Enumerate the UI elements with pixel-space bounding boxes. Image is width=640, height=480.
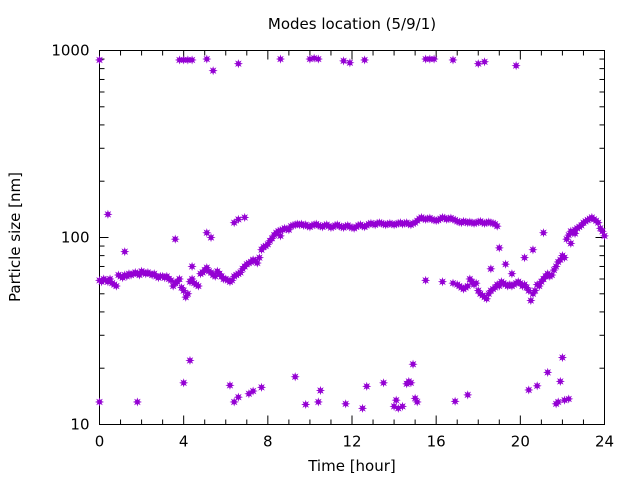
data-point — [507, 269, 517, 279]
x-tick-label: 0 — [95, 433, 105, 451]
data-point — [471, 278, 481, 288]
data-point — [555, 376, 565, 386]
data-point — [229, 397, 239, 407]
x-tick-label: 12 — [342, 433, 361, 451]
data-point — [313, 397, 323, 407]
data-point — [179, 378, 189, 388]
data-point — [357, 403, 368, 413]
data-point — [557, 352, 568, 363]
data-point — [501, 259, 511, 269]
data-point — [313, 54, 323, 64]
data-point — [233, 59, 243, 69]
x-tick-label: 8 — [263, 433, 273, 451]
data-point — [599, 231, 610, 241]
data-point — [408, 359, 418, 369]
data-point — [559, 253, 570, 263]
data-point — [94, 55, 105, 65]
data-point — [233, 214, 243, 224]
data-point — [94, 397, 105, 407]
data-point — [341, 399, 351, 409]
y-axis-label: Particle size [nm] — [6, 172, 24, 302]
data-point — [256, 382, 267, 392]
x-axis-label: Time [hour] — [307, 457, 396, 475]
data-point — [511, 61, 521, 71]
x-tick-label: 4 — [179, 433, 189, 451]
data-point — [202, 228, 212, 238]
y-tick-label: 1000 — [51, 42, 89, 60]
data-point — [202, 54, 212, 64]
data-point — [170, 234, 180, 244]
data-point — [437, 277, 448, 287]
data-point — [494, 243, 504, 253]
x-tick-label: 24 — [595, 433, 614, 451]
data-point — [233, 392, 243, 402]
data-point — [360, 55, 370, 65]
data-point — [566, 238, 576, 248]
y-tick-label: 100 — [61, 229, 90, 247]
data-point — [570, 228, 580, 239]
data-point — [254, 253, 265, 263]
data-point — [543, 367, 553, 377]
data-point — [206, 232, 216, 243]
data-point — [378, 378, 389, 388]
data-point — [406, 378, 416, 388]
data-point — [345, 58, 355, 68]
data-point — [338, 56, 349, 66]
data-point — [301, 399, 311, 410]
data-point — [248, 386, 258, 396]
data-point — [429, 54, 439, 64]
data-point — [564, 394, 574, 404]
data-point — [248, 256, 258, 266]
data-points — [94, 53, 610, 413]
data-point — [362, 381, 372, 391]
data-point — [111, 281, 121, 291]
data-point — [519, 253, 530, 263]
data-point — [208, 66, 218, 76]
data-point — [315, 385, 326, 396]
data-point — [524, 286, 534, 296]
data-point — [532, 381, 542, 391]
data-point — [193, 281, 203, 291]
data-point — [187, 55, 197, 65]
data-point — [479, 57, 490, 67]
x-axis: 0 4 8 12 16 20 24 — [95, 50, 614, 451]
data-point — [275, 231, 286, 241]
data-point — [290, 372, 300, 382]
data-point — [225, 380, 235, 390]
data-point — [391, 395, 401, 405]
data-point — [275, 54, 286, 64]
data-point — [421, 275, 431, 285]
chart-title: Modes location (5/9/1) — [268, 15, 436, 33]
data-point — [240, 212, 250, 223]
data-point — [187, 261, 197, 272]
data-point — [553, 397, 563, 407]
y-axis: 10 100 1000 — [51, 42, 605, 434]
data-point — [524, 385, 534, 395]
data-point — [179, 286, 189, 296]
data-point — [473, 59, 483, 69]
data-point — [526, 295, 536, 306]
data-point — [492, 221, 502, 231]
data-point — [450, 396, 460, 406]
data-point — [486, 264, 496, 274]
x-tick-label: 16 — [427, 433, 446, 451]
y-tick-label: 10 — [70, 416, 89, 434]
data-point — [174, 274, 185, 284]
data-point — [132, 397, 142, 407]
data-point — [183, 289, 193, 299]
x-tick-label: 20 — [511, 433, 530, 451]
data-point — [397, 401, 408, 411]
data-point — [538, 228, 549, 238]
data-point — [103, 209, 113, 219]
data-point — [412, 397, 422, 407]
data-point — [528, 245, 538, 255]
data-point — [448, 55, 458, 65]
data-point — [120, 247, 130, 257]
data-point — [463, 390, 473, 400]
data-point — [185, 355, 195, 366]
